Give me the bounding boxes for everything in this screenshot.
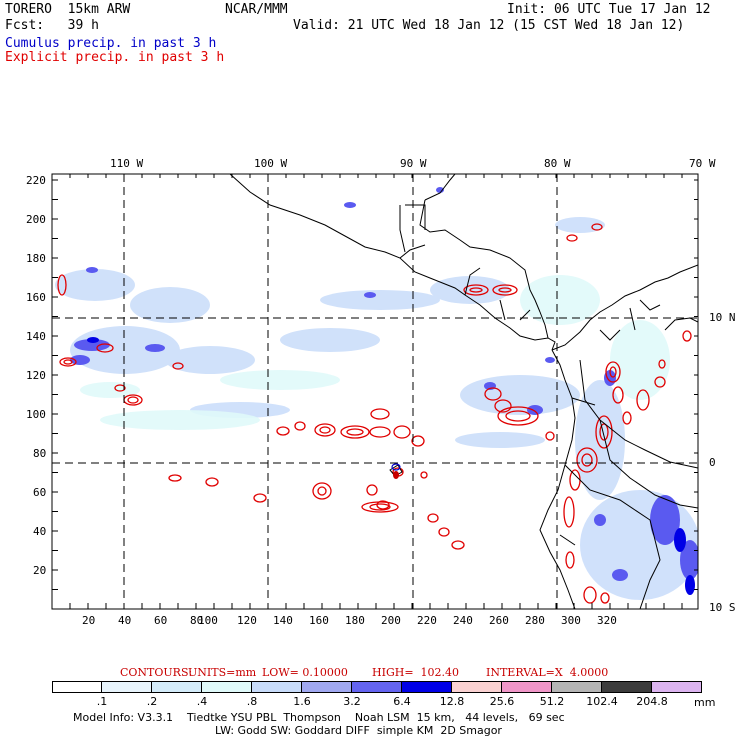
- lat-label-0: 0: [709, 456, 716, 469]
- lon-label-90w: 90 W: [400, 157, 427, 170]
- x-tick-label: 40: [118, 614, 132, 627]
- colorbar-unit: mm: [694, 696, 716, 709]
- colorbar-swatch: [352, 681, 402, 693]
- model-physics: LW: Godd SW: Goddard DIFF simple KM 2D S…: [215, 724, 502, 737]
- init-time: Init: 06 UTC Tue 17 Jan 12: [507, 2, 711, 17]
- y-tick-label: 140: [26, 330, 46, 343]
- colorbar-swatch: [402, 681, 452, 693]
- contours-label: CONTOURS:: [120, 666, 193, 679]
- colorbar-swatch: [502, 681, 552, 693]
- colorbar-level-label: 6.4: [393, 695, 411, 708]
- cumulus-legend: Cumulus precip. in past 3 h: [5, 36, 217, 51]
- colorbar-level-label: .2: [146, 695, 158, 708]
- x-tick-label: 60: [154, 614, 168, 627]
- x-tick-label: 280: [525, 614, 545, 627]
- colorbar-level-label: 3.2: [343, 695, 361, 708]
- colorbar-level-label: 25.6: [489, 695, 515, 708]
- explicit-legend: Explicit precip. in past 3 h: [5, 50, 225, 65]
- y-tick-label: 100: [26, 408, 46, 421]
- colorbar-swatch: [302, 681, 352, 693]
- colorbar-swatch: [602, 681, 652, 693]
- lon-label-100w: 100 W: [254, 157, 288, 170]
- x-tick-label: 300: [561, 614, 581, 627]
- x-tick-label: 100: [198, 614, 218, 627]
- colorbar-swatch: [52, 681, 102, 693]
- y-tick-label: 60: [33, 486, 47, 499]
- y-tick-label: 180: [26, 252, 46, 265]
- y-tick-label: 160: [26, 291, 46, 304]
- map-frame: [51, 173, 699, 610]
- contours-low: LOW= 0.10000: [262, 666, 348, 679]
- x-tick-label: 260: [489, 614, 509, 627]
- x-tick-label: 140: [273, 614, 293, 627]
- precip-field: [52, 174, 698, 609]
- colorbar-level-label: 12.8: [439, 695, 465, 708]
- x-tick-label: 320: [597, 614, 617, 627]
- x-tick-label: 200: [381, 614, 401, 627]
- lat-lon-grid: [52, 174, 698, 609]
- x-tick-label: 20: [82, 614, 96, 627]
- x-tick-label: 220: [417, 614, 437, 627]
- model-info: Model Info: V3.3.1 Tiedtke YSU PBL Thomp…: [73, 711, 565, 724]
- contours-high: HIGH= 102.40: [372, 666, 460, 679]
- colorbar-level-label: 51.2: [539, 695, 565, 708]
- y-tick-label: 120: [26, 369, 46, 382]
- forecast-hour: Fcst: 39 h: [5, 18, 99, 33]
- organization-label: NCAR/MMM: [225, 2, 288, 17]
- y-tick-label: 80: [33, 447, 47, 460]
- colorbar-swatch: [452, 681, 502, 693]
- y-tick-label: 20: [33, 564, 47, 577]
- y-tick-label: 40: [33, 525, 47, 538]
- y-tick-label: 200: [26, 213, 46, 226]
- x-tick-label: 160: [309, 614, 329, 627]
- x-tick-label: 120: [237, 614, 257, 627]
- colorbar-level-label: .8: [246, 695, 258, 708]
- lat-label-10n: 10 N: [709, 311, 736, 324]
- colorbar-swatch: [152, 681, 202, 693]
- valid-time: Valid: 21 UTC Wed 18 Jan 12 (15 CST Wed …: [293, 18, 685, 33]
- contours-interval: INTERVAL=X 4.0000: [486, 666, 609, 679]
- x-tick-label: 180: [345, 614, 365, 627]
- colorbar-level-label: .4: [196, 695, 208, 708]
- colorbar-swatch: [102, 681, 152, 693]
- x-tick-label: 240: [453, 614, 473, 627]
- model-title: TORERO 15km ARW: [5, 2, 131, 17]
- colorbar-level-label: .1: [96, 695, 108, 708]
- colorbar-level-label: 1.6: [293, 695, 311, 708]
- lat-label-10s: 10 S: [709, 601, 736, 614]
- lon-label-80w: 80 W: [544, 157, 571, 170]
- colorbar-swatch: [652, 681, 702, 693]
- y-tick-label: 220: [26, 174, 46, 187]
- colorbar-swatch: [552, 681, 602, 693]
- lon-label-70w: 70 W: [689, 157, 716, 170]
- contours-units: UNITS=mm: [188, 666, 257, 679]
- x-tick-label: 80: [190, 614, 204, 627]
- colorbar-level-label: 204.8: [636, 695, 668, 708]
- colorbar-swatch: [252, 681, 302, 693]
- colorbar-swatch: [202, 681, 252, 693]
- colorbar-level-label: 102.4: [586, 695, 618, 708]
- lon-label-110w: 110 W: [110, 157, 144, 170]
